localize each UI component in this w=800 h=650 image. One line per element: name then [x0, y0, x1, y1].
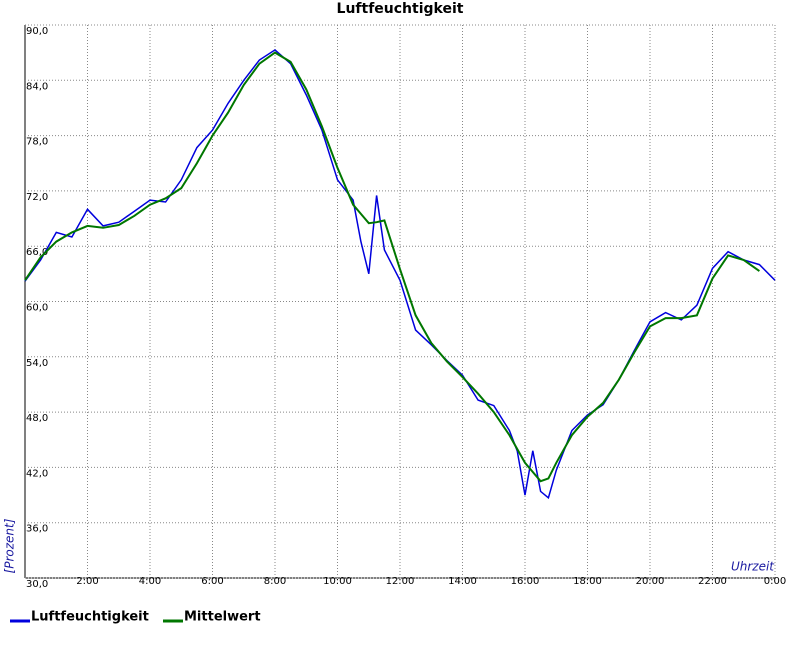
- y-tick-label: 60,0: [26, 303, 48, 314]
- y-tick-label: 90,0: [26, 26, 48, 37]
- y-tick-label: 66,0: [26, 247, 48, 258]
- y-tick-label: 48,0: [26, 413, 48, 424]
- legend-label: Mittelwert: [184, 610, 261, 625]
- y-tick-label: 30,0: [26, 579, 48, 590]
- y-tick-label: 36,0: [26, 524, 48, 535]
- x-tick-label: 22:00: [698, 576, 727, 587]
- y-axis-label: [Prozent]: [3, 518, 17, 573]
- series-line: [24, 48, 776, 500]
- x-tick-label: 0:00: [764, 576, 786, 587]
- y-tick-label: 54,0: [26, 358, 48, 369]
- x-tick-label: 10:00: [323, 576, 352, 587]
- legend-label: Luftfeuchtigkeit: [31, 610, 149, 625]
- x-tick-label: 12:00: [386, 576, 415, 587]
- chart-title: Luftfeuchtigkeit: [337, 1, 464, 17]
- y-tick-label: 42,0: [26, 468, 48, 479]
- x-tick-label: 4:00: [139, 576, 161, 587]
- y-tick-label: 78,0: [26, 137, 48, 148]
- y-tick-label: 72,0: [26, 192, 48, 203]
- y-tick-label: 84,0: [26, 81, 48, 92]
- x-tick-label: 8:00: [264, 576, 286, 587]
- x-tick-label: 6:00: [201, 576, 223, 587]
- x-tick-label: 18:00: [573, 576, 602, 587]
- x-tick-label: 14:00: [448, 576, 477, 587]
- x-tick-label: 20:00: [636, 576, 665, 587]
- series-line: [24, 51, 760, 483]
- x-tick-label: 16:00: [511, 576, 540, 587]
- x-axis-label: Uhrzeit: [731, 560, 775, 574]
- x-tick-label: 2:00: [76, 576, 98, 587]
